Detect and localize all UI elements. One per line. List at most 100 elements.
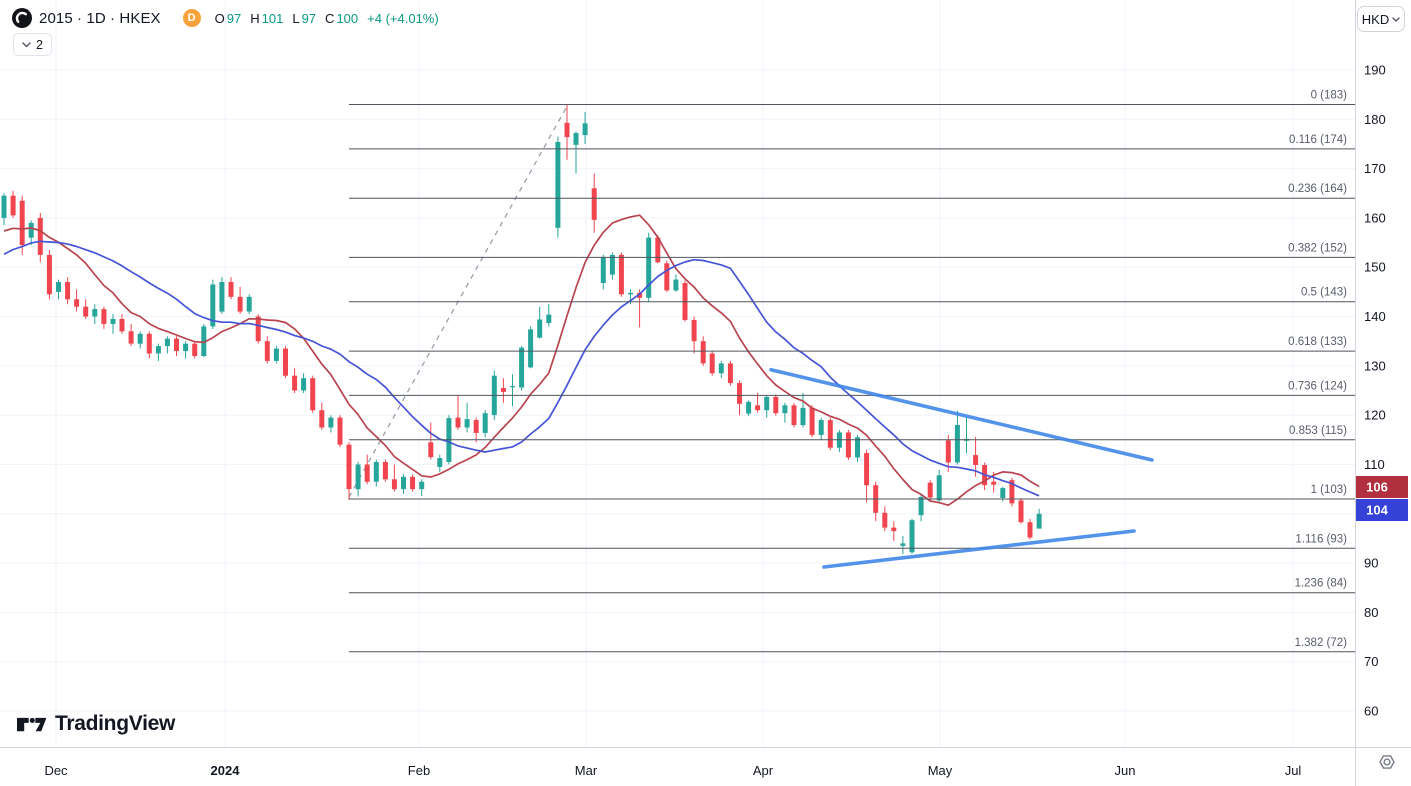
time-tick-label[interactable]: May: [928, 763, 953, 778]
candle-body: [727, 363, 733, 384]
fib-level-label: 1 (103): [1311, 484, 1348, 496]
candle-body: [74, 299, 80, 307]
candle-body: [891, 527, 897, 532]
price-tick-label[interactable]: 60: [1364, 704, 1378, 719]
candle-body: [228, 282, 234, 297]
symbol-legend[interactable]: 2015 · 1D · HKEX D O 97 H 101 L 97 C 100 +4 …: [12, 6, 439, 30]
time-tick-label[interactable]: Dec: [44, 763, 68, 778]
candle-body: [10, 195, 16, 216]
indicators-collapse-button[interactable]: 2: [13, 33, 52, 56]
candle-body: [37, 217, 43, 255]
price-scale-settings-gear-icon[interactable]: [1376, 751, 1398, 773]
candle-body: [900, 543, 906, 546]
price-tick-label[interactable]: 180: [1364, 112, 1386, 127]
candle-body: [510, 386, 515, 388]
candle-body: [954, 425, 960, 463]
price-tick-label[interactable]: 80: [1364, 605, 1378, 620]
candle-body: [791, 405, 797, 425]
chevron-down-icon: [22, 41, 31, 47]
candle-body: [201, 326, 207, 356]
candle-body: [909, 520, 915, 553]
candle-body: [410, 476, 416, 490]
candle-body: [1036, 513, 1042, 529]
currency-dropdown[interactable]: HKD: [1357, 6, 1405, 32]
symbol-logo-phone-icon: [12, 8, 32, 28]
time-tick-label[interactable]: Feb: [408, 763, 430, 778]
candle-body: [746, 401, 752, 414]
price-tick-label[interactable]: 120: [1364, 408, 1386, 423]
high-value: 101: [261, 10, 284, 26]
fib-level-label: 1.382 (72): [1295, 637, 1348, 649]
candle-body: [28, 222, 34, 238]
price-tick-label[interactable]: 150: [1364, 260, 1386, 275]
candle-body: [845, 432, 851, 458]
candle-body: [192, 343, 198, 356]
price-tick-label[interactable]: 160: [1364, 210, 1386, 225]
time-tick-label[interactable]: Jul: [1285, 763, 1302, 778]
candle-body: [437, 458, 443, 467]
price-tick-label[interactable]: 190: [1364, 63, 1386, 78]
tradingview-logo[interactable]: TradingView: [17, 712, 175, 736]
candle-body: [609, 254, 615, 275]
candle-body: [264, 341, 270, 361]
candle-body: [555, 142, 561, 228]
price-tick-label[interactable]: 140: [1364, 309, 1386, 324]
delayed-data-badge[interactable]: D: [182, 9, 201, 27]
candle-body: [137, 333, 143, 344]
candle-body: [628, 292, 633, 295]
trendline-resistance[interactable]: [769, 367, 1154, 462]
ma-value-badge-text: 104: [1366, 503, 1388, 518]
trendline-support[interactable]: [822, 529, 1136, 569]
ohlc-values: O 97 H 101 L 97 C 100 +4 (+4.01%): [215, 11, 439, 26]
time-tick-label[interactable]: Apr: [753, 763, 774, 778]
candle-body: [355, 464, 361, 490]
candle-body: [419, 481, 425, 490]
fib-level-label: 1.116 (93): [1295, 533, 1347, 545]
candle-body: [246, 296, 252, 312]
candle-body: [328, 417, 334, 428]
candle-body: [528, 329, 534, 368]
candle-body: [537, 319, 543, 338]
candle-body: [210, 284, 216, 327]
ma-value-badge: [1356, 476, 1408, 498]
open-label: O: [214, 10, 225, 26]
candle-body: [800, 407, 806, 426]
candle-body: [655, 237, 661, 263]
candle-body: [664, 263, 670, 291]
ma-value-badge: [1356, 499, 1408, 521]
candle-body: [391, 479, 397, 490]
close-label: C: [325, 10, 335, 26]
time-tick-label[interactable]: Mar: [575, 763, 598, 778]
tradingview-wordmark: TradingView: [55, 712, 176, 735]
candle-body: [1000, 488, 1006, 498]
candle-body: [337, 417, 343, 445]
candle-body: [19, 200, 25, 246]
fib-anchor-dashed-line[interactable]: [348, 104, 569, 498]
candle-body: [473, 420, 479, 433]
currency-label: HKD: [1361, 11, 1390, 27]
time-tick-label[interactable]: Jun: [1115, 763, 1136, 778]
price-tick-label[interactable]: 110: [1364, 457, 1385, 472]
candle-body: [255, 316, 261, 342]
price-tick-label[interactable]: 70: [1364, 654, 1378, 669]
candle-body: [564, 122, 570, 138]
candle-body: [582, 123, 588, 136]
candle-body: [46, 254, 52, 295]
price-tick-label[interactable]: 90: [1364, 556, 1378, 571]
price-tick-label[interactable]: 170: [1364, 161, 1386, 176]
symbol-title[interactable]: 2015 · 1D · HKEX: [39, 9, 161, 27]
candle-body: [718, 363, 724, 374]
price-tick-label[interactable]: 130: [1364, 358, 1386, 373]
candle-body: [364, 464, 370, 482]
low-label: L: [292, 10, 300, 26]
fib-level-label: 1.236 (84): [1295, 578, 1348, 590]
time-tick-label[interactable]: 2024: [211, 763, 241, 778]
candle-body: [482, 413, 488, 433]
fib-level-label: 0.5 (143): [1301, 287, 1347, 299]
candle-body: [519, 347, 525, 388]
sma-fast-line: [3, 214, 1040, 507]
change-value: +4 (+4.01%): [367, 10, 439, 26]
candle-body: [219, 282, 225, 312]
